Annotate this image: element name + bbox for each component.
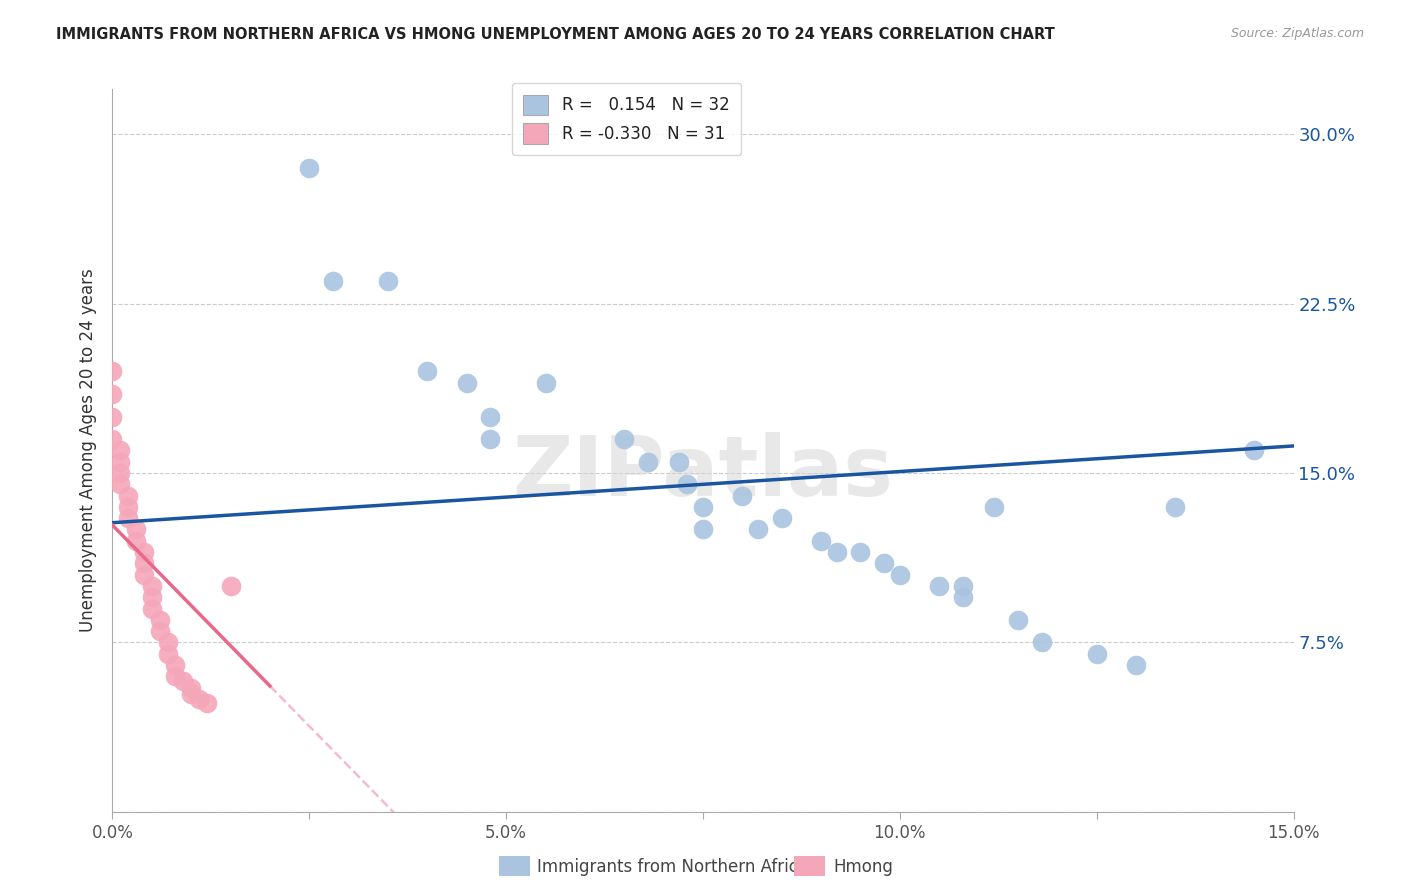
Point — [456, 376, 478, 390]
Point — [101, 432, 124, 446]
Point — [322, 274, 344, 288]
Point — [298, 161, 321, 176]
Text: IMMIGRANTS FROM NORTHERN AFRICA VS HMONG UNEMPLOYMENT AMONG AGES 20 TO 24 YEARS : IMMIGRANTS FROM NORTHERN AFRICA VS HMONG… — [56, 27, 1054, 42]
Point — [117, 511, 139, 525]
Point — [165, 669, 187, 683]
Point — [180, 681, 202, 695]
Point — [479, 432, 502, 446]
Point — [101, 364, 124, 378]
Point — [149, 613, 172, 627]
Point — [165, 657, 187, 672]
Point — [132, 557, 155, 571]
Text: Immigrants from Northern Africa: Immigrants from Northern Africa — [537, 858, 808, 876]
Point — [1007, 613, 1029, 627]
Point — [110, 455, 132, 469]
Point — [110, 477, 132, 491]
Point — [952, 579, 974, 593]
Point — [156, 647, 179, 661]
Point — [873, 557, 896, 571]
Legend: R =   0.154   N = 32, R = -0.330   N = 31: R = 0.154 N = 32, R = -0.330 N = 31 — [512, 83, 741, 155]
Point — [825, 545, 848, 559]
Point — [416, 364, 439, 378]
Point — [479, 409, 502, 424]
Point — [132, 567, 155, 582]
Point — [141, 601, 163, 615]
Text: Source: ZipAtlas.com: Source: ZipAtlas.com — [1230, 27, 1364, 40]
Y-axis label: Unemployment Among Ages 20 to 24 years: Unemployment Among Ages 20 to 24 years — [79, 268, 97, 632]
Point — [1243, 443, 1265, 458]
Point — [889, 567, 911, 582]
Point — [747, 523, 769, 537]
Text: ZIPatlas: ZIPatlas — [513, 432, 893, 513]
Point — [195, 696, 218, 710]
Point — [101, 409, 124, 424]
Point — [637, 455, 659, 469]
Point — [668, 455, 690, 469]
Point — [1125, 657, 1147, 672]
Point — [377, 274, 399, 288]
Point — [180, 687, 202, 701]
Text: Hmong: Hmong — [834, 858, 894, 876]
Point — [101, 387, 124, 401]
Point — [188, 691, 211, 706]
Point — [810, 533, 832, 548]
Point — [1031, 635, 1053, 649]
Point — [149, 624, 172, 639]
Point — [110, 466, 132, 480]
Point — [692, 500, 714, 514]
Point — [1164, 500, 1187, 514]
Point — [692, 523, 714, 537]
Point — [770, 511, 793, 525]
Point — [1085, 647, 1108, 661]
Point — [613, 432, 636, 446]
Point — [172, 673, 194, 688]
Point — [219, 579, 242, 593]
Point — [983, 500, 1005, 514]
Point — [156, 635, 179, 649]
Point — [676, 477, 699, 491]
Point — [141, 579, 163, 593]
Point — [731, 489, 754, 503]
Point — [110, 443, 132, 458]
Point — [534, 376, 557, 390]
Point — [132, 545, 155, 559]
Point — [952, 591, 974, 605]
Point — [849, 545, 872, 559]
Point — [125, 533, 148, 548]
Point — [117, 489, 139, 503]
Point — [117, 500, 139, 514]
Point — [125, 523, 148, 537]
Point — [141, 591, 163, 605]
Point — [928, 579, 950, 593]
